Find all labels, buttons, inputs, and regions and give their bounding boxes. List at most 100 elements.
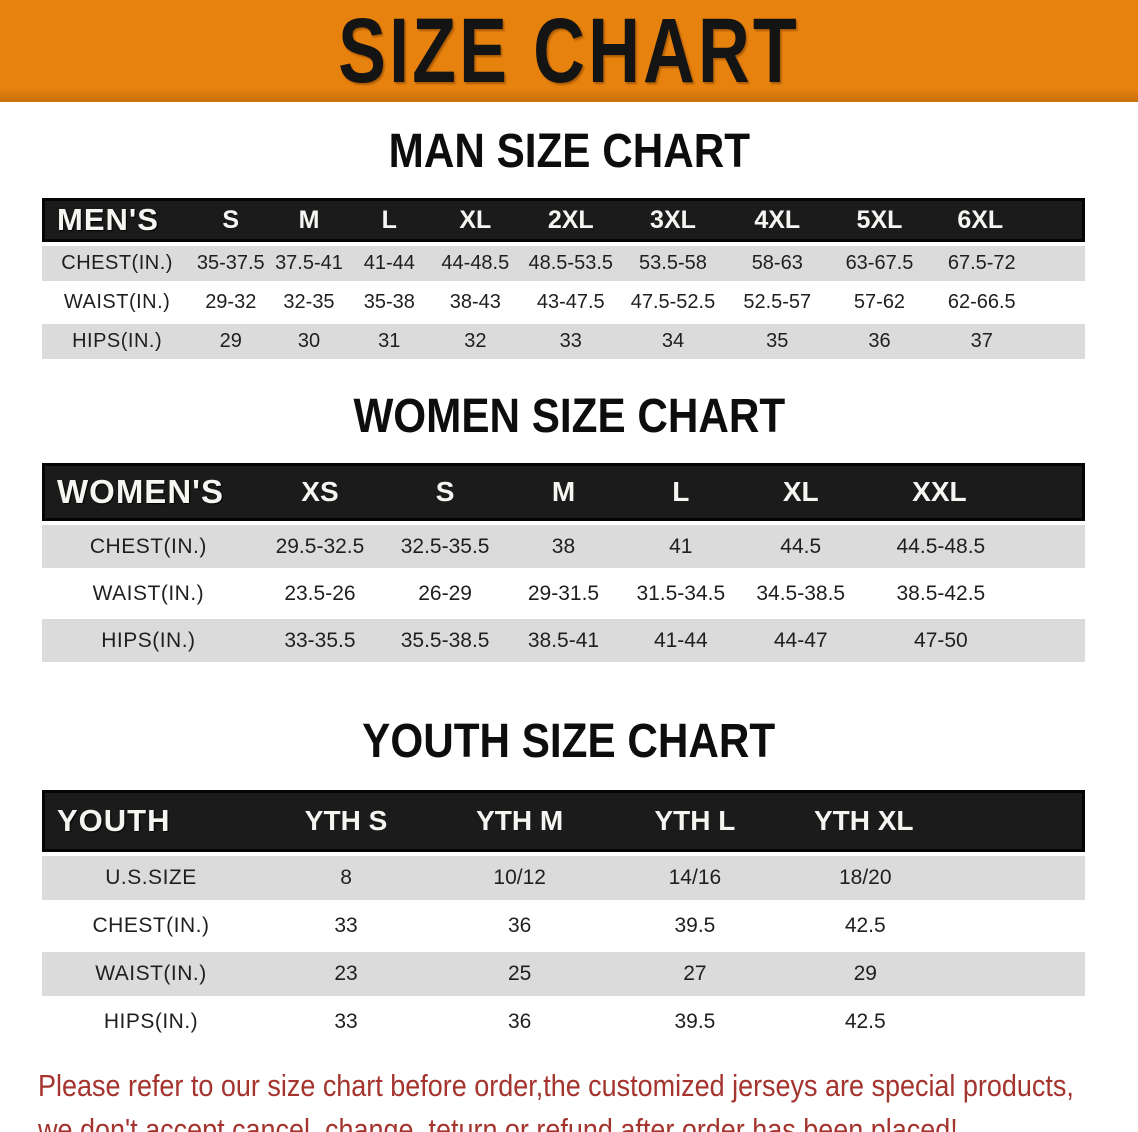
cell: 58-63 [725,246,830,281]
youth-size-header-l: YTH L [607,790,783,852]
women-waist-row: WAIST(IN.) 23.5-26 26-29 29-31.5 31.5-34… [42,572,1085,615]
cell: 41 [621,525,740,568]
cell: 42.5 [782,904,1085,948]
men-size-header-s: S [192,198,270,242]
men-section-heading-text: MAN SIZE CHART [388,125,750,178]
row-label: WAIST(IN.) [42,285,193,320]
cell: 67.5-72 [929,246,1085,281]
youth-size-header-xl: YTH XL [782,790,1085,852]
cell: 38-43 [429,285,521,320]
cell: 32 [429,324,521,359]
cell: 32-35 [269,285,349,320]
women-section-heading: WOMEN SIZE CHART [0,393,1138,441]
cell: 35-38 [348,285,430,320]
cell: 38 [505,525,622,568]
disclaimer-line-2: we don't accept cancel, change, teturn o… [38,1112,958,1132]
cell: 48.5-53.5 [520,246,621,281]
cell: 53.5-58 [620,246,726,281]
cell: 27 [607,952,783,996]
men-size-header-xl: XL [429,198,521,242]
women-size-table: WOMEN'S XS S M L XL XXL CHEST(IN.) 29.5-… [42,459,1085,666]
men-size-header-m: M [269,198,349,242]
row-label: U.S.SIZE [42,856,260,900]
row-label: HIPS(IN.) [42,619,255,662]
cell: 47.5-52.5 [620,285,726,320]
cell: 25 [432,952,608,996]
cell: 8 [259,856,433,900]
men-chest-row: CHEST(IN.) 35-37.5 37.5-41 41-44 44-48.5… [42,246,1085,281]
row-label: CHEST(IN.) [42,904,260,948]
cell: 33 [520,324,621,359]
youth-group-label: YOUTH [42,790,260,852]
women-size-header-xl: XL [739,463,862,521]
cell: 44-48.5 [429,246,521,281]
cell: 62-66.5 [929,285,1085,320]
cell: 38.5-42.5 [861,572,1085,615]
cell: 44.5-48.5 [861,525,1085,568]
cell: 33 [259,904,433,948]
cell: 38.5-41 [505,619,622,662]
cell: 30 [269,324,349,359]
cell: 29-31.5 [505,572,622,615]
youth-section-heading-text: YOUTH SIZE CHART [362,715,776,768]
row-label: HIPS(IN.) [42,1000,260,1044]
youth-hips-row: HIPS(IN.) 33 36 39.5 42.5 [42,1000,1085,1044]
youth-ussize-row: U.S.SIZE 8 10/12 14/16 18/20 [42,856,1085,900]
cell: 10/12 [432,856,608,900]
youth-chest-row: CHEST(IN.) 33 36 39.5 42.5 [42,904,1085,948]
cell: 63-67.5 [829,246,930,281]
youth-size-header-s: YTH S [259,790,433,852]
disclaimer-text: Please refer to our size chart before or… [38,1064,1138,1132]
women-chest-row: CHEST(IN.) 29.5-32.5 32.5-35.5 38 41 44.… [42,525,1085,568]
cell: 14/16 [607,856,783,900]
cell: 23.5-26 [254,572,386,615]
cell: 37.5-41 [269,246,349,281]
cell: 41-44 [348,246,430,281]
men-size-header-4xl: 4XL [725,198,830,242]
size-chart-banner: SIZE CHART [0,0,1138,102]
cell: 23 [259,952,433,996]
cell: 31 [348,324,430,359]
women-section-heading-text: WOMEN SIZE CHART [353,390,785,443]
cell: 39.5 [607,904,783,948]
cell: 31.5-34.5 [621,572,740,615]
cell: 41-44 [621,619,740,662]
men-size-header-6xl: 6XL [929,198,1085,242]
men-size-header-2xl: 2XL [520,198,621,242]
cell: 47-50 [861,619,1085,662]
cell: 29-32 [192,285,270,320]
cell: 33 [259,1000,433,1044]
cell: 44-47 [739,619,862,662]
cell: 44.5 [739,525,862,568]
cell: 29 [782,952,1085,996]
cell: 34.5-38.5 [739,572,862,615]
cell: 35.5-38.5 [385,619,506,662]
row-label: HIPS(IN.) [42,324,193,359]
cell: 33-35.5 [254,619,386,662]
disclaimer-line-1: Please refer to our size chart before or… [38,1068,1074,1103]
women-size-header-l: L [621,463,740,521]
women-header-row: WOMEN'S XS S M L XL XXL [42,463,1085,521]
youth-size-table: YOUTH YTH S YTH M YTH L YTH XL U.S.SIZE … [42,786,1085,1048]
women-size-header-xs: XS [254,463,386,521]
cell: 26-29 [385,572,506,615]
cell: 36 [432,1000,608,1044]
row-label: CHEST(IN.) [42,246,193,281]
cell: 43-47.5 [520,285,621,320]
cell: 36 [432,904,608,948]
row-label: CHEST(IN.) [42,525,255,568]
row-label: WAIST(IN.) [42,572,255,615]
youth-section-heading: YOUTH SIZE CHART [0,718,1138,766]
cell: 42.5 [782,1000,1085,1044]
cell: 52.5-57 [725,285,830,320]
women-hips-row: HIPS(IN.) 33-35.5 35.5-38.5 38.5-41 41-4… [42,619,1085,662]
cell: 32.5-35.5 [385,525,506,568]
cell: 35 [725,324,830,359]
row-label: WAIST(IN.) [42,952,260,996]
women-group-label: WOMEN'S [42,463,255,521]
men-size-header-3xl: 3XL [620,198,726,242]
men-size-table: MEN'S S M L XL 2XL 3XL 4XL 5XL 6XL CHEST… [42,194,1085,363]
cell: 35-37.5 [192,246,270,281]
cell: 39.5 [607,1000,783,1044]
youth-header-row: YOUTH YTH S YTH M YTH L YTH XL [42,790,1085,852]
